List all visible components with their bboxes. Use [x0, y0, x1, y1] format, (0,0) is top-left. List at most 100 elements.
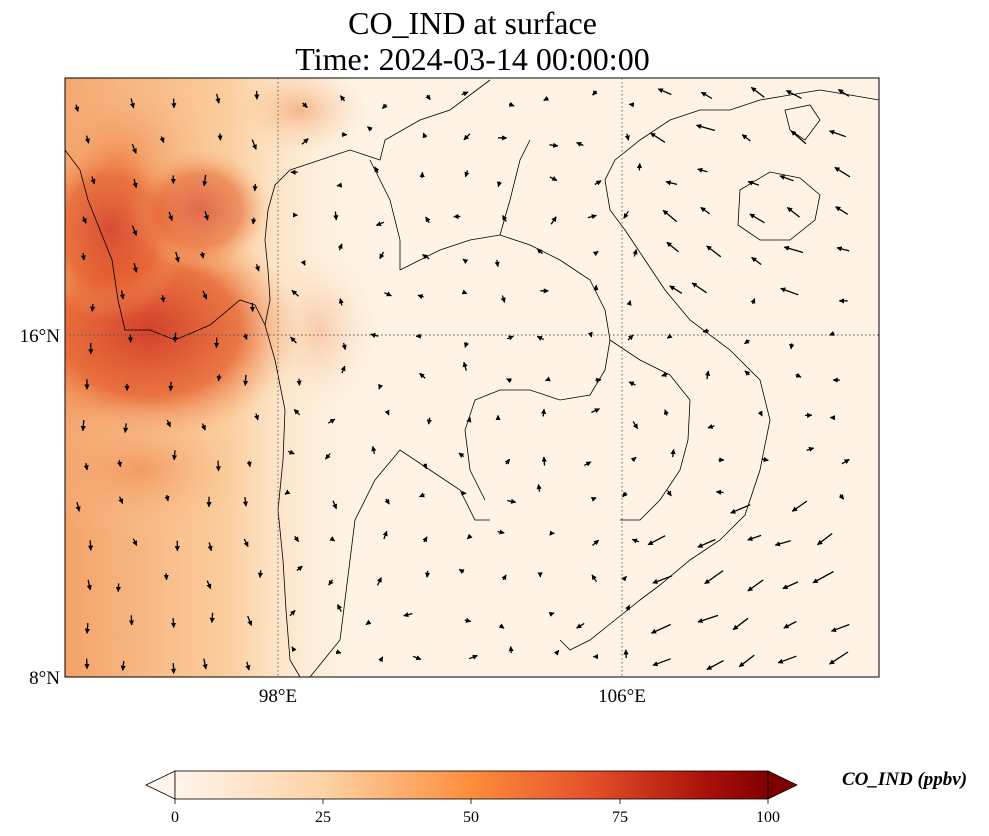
- wind-arrow: [376, 577, 382, 586]
- wind-arrow: [652, 658, 671, 667]
- wind-arrow: [777, 655, 797, 664]
- wind-arrow: [374, 166, 380, 174]
- wind-arrow: [632, 248, 638, 257]
- wind-arrow: [666, 333, 673, 339]
- wind-arrow: [464, 170, 470, 178]
- wind-arrow: [123, 423, 129, 434]
- wind-arrow: [365, 619, 372, 626]
- wind-arrow: [379, 251, 385, 260]
- wind-arrow: [466, 533, 473, 540]
- wind-arrow: [508, 101, 515, 107]
- wind-arrow: [501, 574, 507, 581]
- wind-arrow: [497, 529, 505, 535]
- wind-arrow: [328, 579, 334, 586]
- wind-arrow: [412, 655, 422, 661]
- wind-arrow: [132, 538, 138, 546]
- wind-arrow: [74, 104, 80, 112]
- wind-arrow: [751, 256, 762, 266]
- wind-arrow: [466, 416, 472, 423]
- wind-arrow: [336, 604, 343, 612]
- wind-arrow: [795, 372, 802, 378]
- wind-arrow: [576, 622, 585, 629]
- wind-arrow: [339, 95, 346, 102]
- wind-arrow: [325, 453, 331, 460]
- wind-arrow: [202, 290, 208, 300]
- wind-arrow: [817, 532, 833, 546]
- wind-arrow: [90, 303, 96, 312]
- wind-arrow: [657, 88, 672, 96]
- colorbar-tick-100: 100: [756, 809, 780, 826]
- wind-arrow: [591, 408, 600, 414]
- wind-arrow: [500, 295, 506, 303]
- wind-arrow: [378, 383, 384, 390]
- wind-arrow: [835, 206, 849, 215]
- wind-arrow: [590, 497, 597, 502]
- wind-arrow: [333, 211, 339, 221]
- map-subtitle-time: Time: 2024-03-14 00:00:00: [295, 41, 650, 77]
- wind-arrow: [494, 259, 500, 268]
- wind-arrow: [506, 378, 512, 384]
- wind-arrow: [830, 623, 850, 632]
- wind-arrow: [301, 138, 309, 145]
- wind-arrow: [744, 370, 751, 376]
- wind-arrow: [426, 417, 432, 425]
- colorbar-tick-50: 50: [463, 809, 479, 826]
- map-frame: [64, 77, 880, 678]
- wind-arrow: [587, 214, 597, 220]
- lon-tick-98e: 98°E: [259, 686, 297, 707]
- wind-arrow: [367, 126, 373, 132]
- wind-arrow: [252, 183, 258, 192]
- colorbar-tick-0: 0: [171, 809, 179, 826]
- wind-arrow: [132, 178, 138, 189]
- wind-arrow: [647, 535, 666, 546]
- wind-arrow: [621, 575, 627, 582]
- wind-arrow: [836, 246, 850, 252]
- wind-arrow: [289, 609, 296, 617]
- wind-arrow: [417, 294, 424, 300]
- wind-arrow: [424, 570, 431, 578]
- wind-arrow: [119, 290, 125, 300]
- wind-arrow: [498, 623, 505, 629]
- wind-arrow: [697, 167, 708, 173]
- wind-arrow: [375, 221, 385, 226]
- wind-arrow: [463, 133, 471, 141]
- wind-arrow: [761, 456, 769, 462]
- wind-arrow: [543, 95, 550, 102]
- wind-arrow: [132, 263, 138, 273]
- wind-arrow: [741, 134, 751, 142]
- wind-arrow: [715, 489, 724, 495]
- wind-arrow: [382, 103, 388, 110]
- wind-arrow: [630, 456, 637, 463]
- colorbar-extend-high: [767, 770, 798, 800]
- wind-arrow: [242, 497, 249, 507]
- wind-arrow: [246, 460, 252, 468]
- wind-arrow: [118, 496, 124, 504]
- wind-arrow: [384, 291, 392, 297]
- wind-arrow: [201, 423, 206, 431]
- wind-arrow: [84, 623, 90, 634]
- wind-arrow: [337, 243, 343, 251]
- wind-arrow: [462, 361, 468, 371]
- wind-arrow: [587, 331, 593, 338]
- wind-arrow: [422, 463, 428, 470]
- concentration-field: [65, 78, 879, 677]
- wind-arrow: [243, 538, 249, 548]
- wind-vectors: [74, 86, 851, 674]
- wind-arrow: [829, 651, 849, 665]
- wind-arrow: [170, 618, 177, 629]
- colorbar-tick-75: 75: [612, 809, 628, 826]
- wind-arrow: [332, 500, 338, 510]
- wind-arrow: [168, 381, 174, 392]
- wind-arrow: [504, 458, 511, 465]
- wind-arrow: [553, 649, 560, 656]
- wind-arrow: [789, 343, 795, 350]
- wind-arrow: [702, 328, 709, 334]
- wind-arrow: [691, 282, 707, 294]
- wind-arrow: [209, 612, 215, 624]
- wind-arrow: [217, 133, 223, 141]
- colorbar: 0 25 50 75 100: [145, 770, 798, 826]
- wind-arrow: [257, 570, 264, 579]
- wind-arrow: [700, 206, 711, 215]
- wind-arrow: [661, 371, 668, 377]
- wind-arrow: [403, 612, 413, 618]
